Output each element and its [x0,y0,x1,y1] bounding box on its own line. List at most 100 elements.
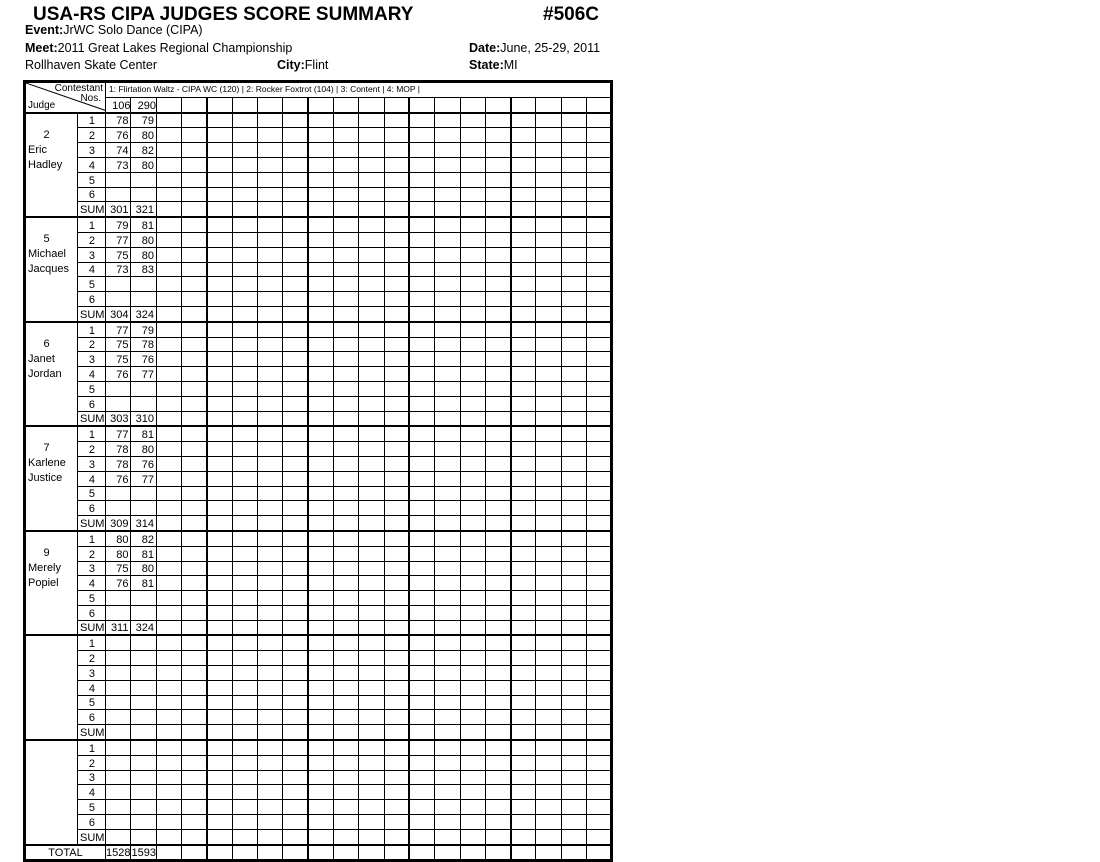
score-cell [257,485,284,502]
score-cell [257,709,284,726]
score-cell [181,724,209,742]
score-cell [408,380,436,397]
score-cell: 81 [130,545,157,562]
score-cell [155,156,183,173]
score-cell [155,395,183,412]
score-cell [333,201,360,219]
score-cell [333,784,360,801]
score-cell [434,351,461,368]
row-label: SUM [77,410,106,428]
contestant-number-cell [307,96,335,114]
judge-cell: 5 Michael Jacques [24,216,78,323]
score-cell: 303 [104,410,132,428]
score-cell [231,754,259,771]
score-cell [560,665,588,681]
score-cell [484,679,512,696]
score-cell [130,769,157,786]
score-cell [130,784,157,801]
table-row: 7 Karlene Justice 1 77 81 [24,425,613,532]
judge-first-name: Michael [28,248,66,261]
score-cell [181,127,209,144]
state-value: MI [503,58,518,72]
score-cell [459,231,486,248]
score-cell: 80 [130,127,157,144]
judge-first-name: Karlene [28,457,66,470]
score-cell [282,441,310,457]
score-cell [560,410,588,428]
score-cell: 82 [130,530,157,547]
table-row: SUM 311 324 [25,619,613,637]
score-cell [560,127,588,144]
score-cell [484,321,512,338]
score-cell [510,455,537,472]
score-cell [333,709,360,726]
row-label: 3 [77,769,106,786]
score-cell [560,485,588,502]
score-cell [586,395,613,412]
score-cell [104,784,132,801]
score-cell [560,455,588,472]
score-cell [560,754,588,771]
score-cell [586,619,613,637]
score-cell [459,380,486,397]
score-cell [282,201,310,219]
score-cell [383,351,411,368]
judge-first-name: Merely [28,561,62,574]
score-cell [130,814,157,830]
score-cell: 77 [130,470,157,487]
score-cell [257,156,284,173]
score-cell [155,276,183,293]
score-cell [282,545,310,562]
score-cell [358,171,385,188]
score-cell [459,336,486,353]
score-cell [155,261,183,278]
contestant-number-cell [560,96,588,114]
score-cell [181,351,209,368]
row-label: 4 [77,156,106,173]
score-cell [510,590,537,606]
score-cell [231,575,259,592]
score-cell [484,665,512,681]
score-cell [358,515,385,532]
score-cell: 324 [130,619,157,637]
score-cell [358,650,385,667]
score-cell [231,186,259,203]
score-cell [560,545,588,562]
score-cell [535,470,562,487]
table-row: SUM 304 324 [25,305,613,323]
score-cell [155,231,183,248]
score-cell [535,425,562,443]
score-cell [510,395,537,412]
score-cell [307,560,335,577]
score-cell [181,619,209,637]
score-cell [231,216,259,233]
score-cell [333,127,360,144]
score-cell [257,186,284,203]
score-cell [383,500,411,517]
score-cell [130,650,157,667]
score-cell [358,604,385,621]
score-cell [358,261,385,278]
row-label: SUM [77,828,106,846]
state-line: State:MI [469,58,518,72]
score-cell: 81 [130,575,157,592]
score-cell [155,814,183,830]
score-cell [586,276,613,293]
score-cell [333,276,360,293]
score-cell [434,530,461,547]
score-cell [358,276,385,293]
row-label: 3 [77,246,106,263]
score-cell [282,604,310,621]
judge-first-name: Janet [28,352,55,365]
score-cell [358,665,385,681]
table-row: 6 [25,186,613,203]
score-cell [459,216,486,233]
score-cell [282,590,310,606]
score-cell [586,425,613,443]
score-cell [257,441,284,457]
score-cell [434,694,461,711]
score-cell [459,679,486,696]
venue: Rollhaven Skate Center [25,58,158,72]
score-cell: 81 [130,216,157,233]
score-cell [560,828,588,846]
